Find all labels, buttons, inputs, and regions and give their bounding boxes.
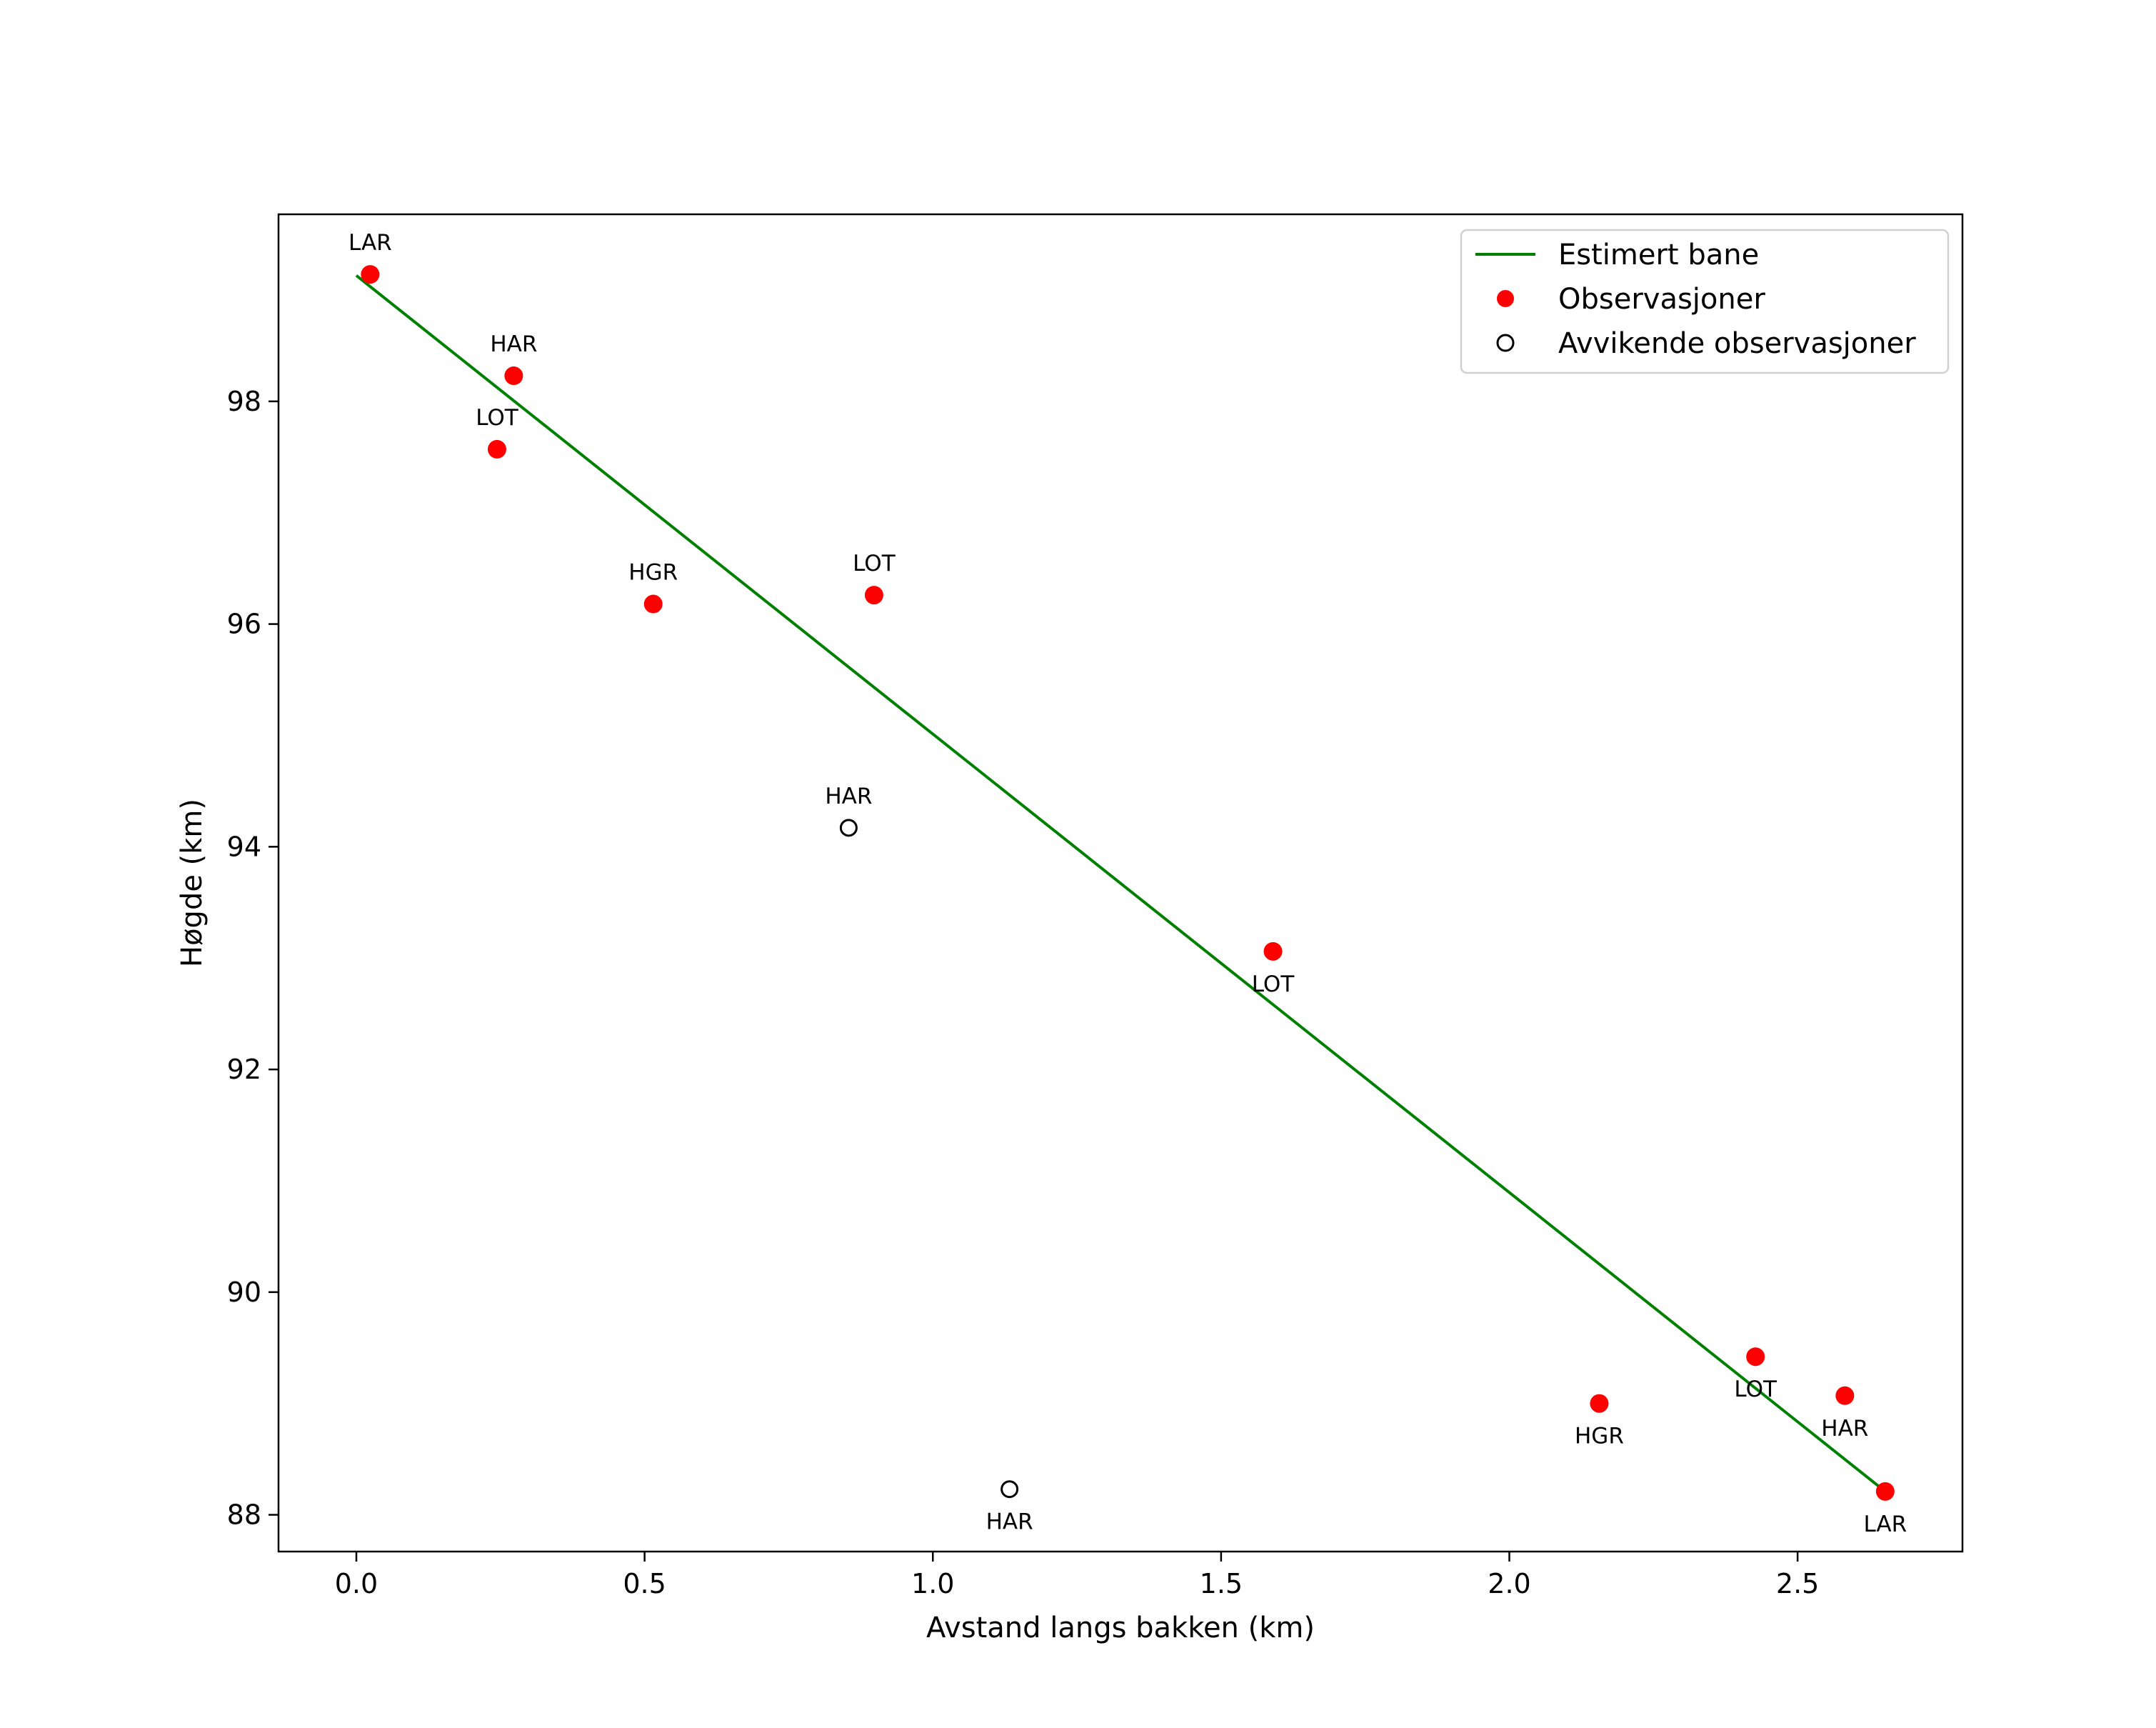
x-axis-label: Avstand langs bakken (km) [926,1612,1315,1644]
point-annotation: HAR [490,331,537,357]
observation-point [504,366,523,386]
point-annotation: LOT [853,551,896,576]
observation-point [1835,1386,1855,1405]
x-tick-label: 1.0 [911,1568,954,1599]
x-tick-label: 0.5 [623,1568,666,1599]
observation-point [1590,1394,1609,1413]
observation-point [487,439,506,459]
observation-point [1746,1347,1765,1367]
point-annotation: HAR [1821,1416,1868,1442]
legend-obs-marker [1497,290,1514,307]
point-annotation: LOT [476,405,519,431]
y-tick-label: 88 [227,1499,261,1531]
legend-label-outlier: Avvikende observasjoner [1558,327,1916,360]
point-annotation: HAR [986,1509,1033,1535]
plot-frame [277,213,1964,1553]
point-annotation: HGR [628,560,678,586]
estimated-trajectory-line [355,274,1887,1493]
observation-point [864,586,883,605]
x-tick-label: 2.0 [1488,1568,1530,1599]
point-annotation: HAR [825,784,872,809]
observation-point [1875,1482,1895,1501]
y-tick-label: 98 [227,386,261,417]
x-tick-label: 2.5 [1776,1568,1819,1599]
x-tick-label: 0.0 [335,1568,378,1599]
legend-box [1460,229,1950,374]
observation-point [643,594,663,614]
y-tick-label: 94 [227,831,261,862]
legend-label-line: Estimert bane [1558,239,1759,271]
observation-point [1263,942,1283,961]
point-annotation: LOT [1252,972,1295,997]
point-annotation: HGR [1575,1424,1624,1449]
point-annotation: LAR [1863,1512,1907,1537]
legend-label-obs: Observasjoner [1558,283,1765,316]
x-tick-label: 1.5 [1200,1568,1243,1599]
y-tick-label: 92 [227,1054,261,1085]
outlier-point [1001,1480,1019,1499]
legend: Estimert bane Observasjoner Avvikende ob… [1460,229,1950,374]
y-tick-label: 90 [227,1277,261,1308]
point-annotation: LOT [1734,1377,1778,1402]
outlier-point [839,819,858,837]
y-axis-label: Høgde (km) [176,799,209,967]
y-tick-label: 96 [227,609,261,640]
observation-point [361,265,380,284]
point-annotation: LAR [349,230,392,256]
legend-outlier-marker [1496,334,1515,352]
